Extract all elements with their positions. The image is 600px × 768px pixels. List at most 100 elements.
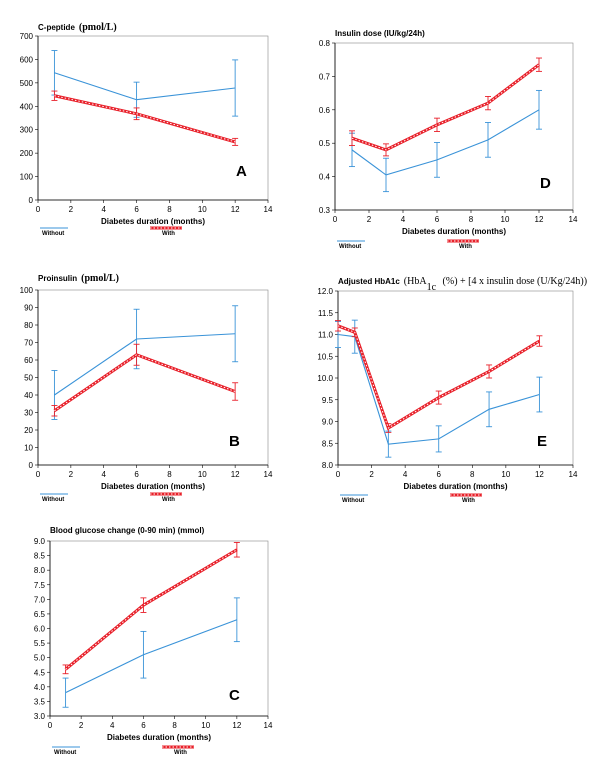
y-tick-label: 10.5 xyxy=(317,352,333,361)
y-tick-label: 6.0 xyxy=(34,625,46,634)
x-tick-label: 14 xyxy=(264,205,273,214)
y-tick-label: 100 xyxy=(20,173,34,182)
x-tick-label: 0 xyxy=(36,470,41,479)
y-tick-label: 4.0 xyxy=(34,683,46,692)
y-tick-label: 0.3 xyxy=(319,206,331,215)
chart-title-part: (pmol/L) xyxy=(79,22,117,33)
legend: Without With xyxy=(40,492,182,503)
legend-label-with: With xyxy=(162,231,175,237)
y-tick-label: 200 xyxy=(20,149,34,158)
chart-panel-d: Insulin dose (IU/kg/24h) 0.3 0.4 0.5 0.6 0.7 0… xyxy=(319,29,578,250)
y-tick-label: 5.0 xyxy=(34,654,46,663)
y-tick-label: 6.5 xyxy=(34,610,46,619)
legend: Without With xyxy=(337,239,479,250)
y-tick-label: 400 xyxy=(20,102,34,111)
series-without xyxy=(335,319,543,458)
series-line xyxy=(54,94,236,144)
x-axis-label: Diabetes duration (months) xyxy=(101,217,205,226)
x-tick-label: 10 xyxy=(198,205,207,214)
series-line xyxy=(64,548,238,671)
legend-label-without: Without xyxy=(339,244,361,250)
x-tick-label: 0 xyxy=(336,470,341,479)
x-tick-label: 8 xyxy=(172,721,177,730)
y-tick-label: 30 xyxy=(24,409,33,418)
panel-letter: B xyxy=(229,433,240,450)
y-tick-label: 70 xyxy=(24,339,33,348)
chart-title-part: Proinsulin xyxy=(38,274,77,283)
x-tick-label: 8 xyxy=(470,470,475,479)
x-tick-label: 0 xyxy=(36,205,41,214)
y-tick-label: 10 xyxy=(24,444,33,453)
y-tick-label: 9.0 xyxy=(34,537,46,546)
y-tick-label: 8.5 xyxy=(34,552,46,561)
series-without xyxy=(51,305,239,420)
y-tick-label: 0.5 xyxy=(319,139,331,148)
series-with xyxy=(349,57,542,157)
x-tick-label: 6 xyxy=(134,470,139,479)
legend: Without With xyxy=(40,226,182,237)
x-tick-label: 12 xyxy=(231,205,240,214)
x-tick-label: 0 xyxy=(333,215,338,224)
legend-label-without: Without xyxy=(342,498,364,504)
y-tick-label: 12.0 xyxy=(317,287,333,296)
x-tick-label: 6 xyxy=(436,470,441,479)
chart-title-part: Adjusted HbA1c xyxy=(338,277,400,286)
y-tick-label: 5.5 xyxy=(34,639,46,648)
panel-letter: A xyxy=(236,163,247,180)
series-with xyxy=(62,542,240,675)
y-tick-label: 8.0 xyxy=(34,566,46,575)
series-line-dots xyxy=(351,64,540,151)
y-tick-label: 11.5 xyxy=(318,309,334,318)
chart-panel-c: Blood glucose change (0-90 min) (mmol) 3.… xyxy=(34,526,273,756)
y-tick-label: 3.0 xyxy=(34,712,46,721)
y-tick-label: 0.8 xyxy=(319,39,331,48)
x-axis-label: Diabetes duration (months) xyxy=(107,733,211,742)
series-line xyxy=(351,109,540,176)
x-tick-label: 12 xyxy=(232,721,241,730)
x-tick-label: 4 xyxy=(101,470,106,479)
x-tick-label: 10 xyxy=(201,721,210,730)
x-tick-label: 10 xyxy=(501,470,510,479)
y-tick-label: 90 xyxy=(24,304,33,313)
panel-letter: D xyxy=(540,175,551,192)
y-tick-label: 60 xyxy=(24,356,33,365)
series-line xyxy=(351,63,540,152)
series-line-dots xyxy=(54,354,236,412)
x-tick-label: 2 xyxy=(369,470,374,479)
series-line xyxy=(54,333,236,396)
chart-title-part: Insulin dose (IU/kg/24h) xyxy=(335,29,425,38)
legend: Without With xyxy=(52,745,194,756)
x-tick-label: 12 xyxy=(535,215,544,224)
x-tick-label: 14 xyxy=(264,721,273,730)
y-tick-label: 0.4 xyxy=(319,173,331,182)
chart-title: Insulin dose (IU/kg/24h) xyxy=(335,29,425,38)
y-tick-label: 4.5 xyxy=(34,668,46,677)
x-tick-label: 6 xyxy=(141,721,146,730)
y-tick-label: 10.0 xyxy=(317,374,333,383)
y-tick-label: 8.5 xyxy=(322,439,334,448)
legend: Without With xyxy=(340,493,482,504)
legend-label-with: With xyxy=(459,244,472,250)
x-tick-label: 2 xyxy=(69,205,74,214)
y-tick-label: 0.7 xyxy=(319,72,331,81)
x-tick-label: 8 xyxy=(167,205,172,214)
legend-label-with: With xyxy=(462,498,475,504)
x-tick-label: 4 xyxy=(110,721,115,730)
y-tick-label: 40 xyxy=(24,391,33,400)
y-tick-label: 700 xyxy=(20,32,34,41)
x-tick-label: 4 xyxy=(101,205,106,214)
x-axis-label: Diabetes duration (months) xyxy=(101,482,205,491)
y-tick-label: 11.0 xyxy=(318,331,334,340)
x-tick-label: 14 xyxy=(569,470,578,479)
series-line-dots xyxy=(337,325,540,429)
y-tick-label: 600 xyxy=(20,55,34,64)
chart-title: C-peptide (pmol/L) xyxy=(38,22,117,33)
y-tick-label: 3.5 xyxy=(34,697,46,706)
series-with xyxy=(51,343,239,417)
chart-title-part: Blood glucose change (0-90 min) (mmol) xyxy=(50,526,205,535)
y-tick-label: 9.5 xyxy=(322,396,334,405)
series-with xyxy=(51,90,239,146)
chart-title-part: C-peptide xyxy=(38,23,75,32)
chart-title-part: (HbA xyxy=(404,276,428,287)
